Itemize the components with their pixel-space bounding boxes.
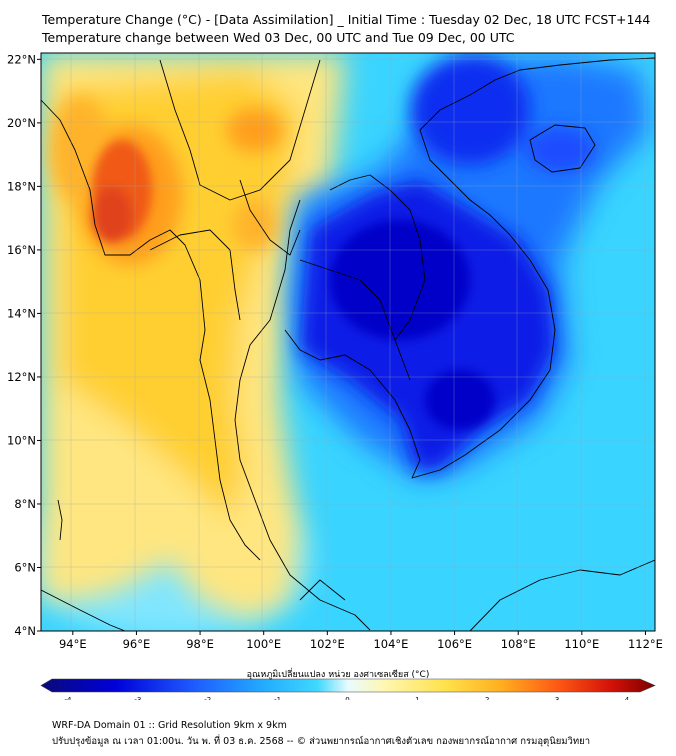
colorbar-tick-label: 0 [345, 696, 349, 700]
x-tick-label: 112°E [628, 637, 663, 651]
y-tick-label: 12°N [7, 370, 36, 384]
footer-model-info: WRF-DA Domain 01 :: Grid Resolution 9km … [52, 720, 287, 731]
x-tick-label: 96°E [123, 637, 151, 651]
y-tick-label: 22°N [7, 52, 36, 66]
x-tick-label: 100°E [246, 637, 281, 651]
colorbar: -4 -3 -2 -1 0 1 2 3 4 [40, 678, 656, 700]
map-frame [40, 52, 656, 632]
colorbar-tick-label: -1 [274, 696, 281, 700]
y-tick-label: 10°N [7, 433, 36, 447]
hot-core [92, 140, 152, 243]
y-tick-label: 18°N [7, 179, 36, 193]
colorbar-tick-label: -3 [134, 696, 141, 700]
colorbar-title: อุณหภูมิเปลี่ยนแปลง หน่วย องศาเซลเซียส (… [246, 670, 430, 680]
y-tick-label: 16°N [7, 243, 36, 257]
y-tick-label: 4°N [14, 624, 36, 638]
graticule [41, 53, 655, 631]
colorbar-ramp [40, 678, 656, 693]
y-tick-label: 14°N [7, 306, 36, 320]
x-tick-label: 104°E [373, 637, 408, 651]
coastlines-and-borders [41, 57, 655, 631]
x-tick-label: 108°E [501, 637, 536, 651]
colorbar-tick-label: 4 [625, 696, 630, 700]
latitude-axis: 22°N 20°N 18°N 16°N 14°N 12°N 10°N 8°N 6°N 4°N [7, 52, 41, 638]
colorbar-tick-label: -2 [204, 696, 211, 700]
colorbar-tick-label: 3 [555, 696, 559, 700]
x-tick-label: 98°E [186, 637, 214, 651]
y-tick-label: 6°N [14, 560, 36, 574]
map-title-line2: Temperature change between Wed 03 Dec, 0… [42, 30, 515, 45]
longitude-axis: 94°E 96°E 98°E 100°E 102°E 104°E 106°E 108°E 110… [59, 631, 663, 651]
footer-update-credit: ปรับปรุงข้อมูล ณ เวลา 01:00น. วัน พ. ที่… [52, 736, 591, 747]
colorbar-tick-label: 1 [415, 696, 419, 700]
x-tick-label: 102°E [310, 637, 345, 651]
y-tick-label: 8°N [14, 497, 36, 511]
x-tick-label: 110°E [564, 637, 599, 651]
colorbar-tick-label: -4 [65, 696, 73, 700]
x-tick-label: 94°E [59, 637, 87, 651]
y-tick-label: 20°N [7, 116, 36, 130]
map-title-line1: Temperature Change (°C) - [Data Assimila… [42, 12, 651, 27]
temperature-field [41, 53, 655, 631]
colorbar-tick-label: 2 [485, 696, 489, 700]
temperature-change-map: 94°E 96°E 98°E 100°E 102°E 104°E 106°E 108°E 110… [7, 52, 663, 700]
x-tick-label: 106°E [437, 637, 472, 651]
